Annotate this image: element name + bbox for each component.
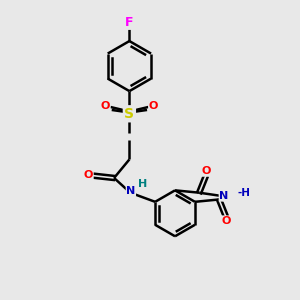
- Text: O: O: [84, 170, 93, 180]
- Text: O: O: [221, 216, 231, 226]
- Text: O: O: [149, 101, 158, 111]
- Text: H: H: [138, 179, 147, 189]
- Text: N: N: [126, 186, 136, 196]
- Text: -H: -H: [237, 188, 250, 197]
- Text: F: F: [125, 16, 134, 29]
- Text: S: S: [124, 107, 134, 121]
- Text: O: O: [100, 101, 110, 111]
- Text: N: N: [219, 191, 229, 201]
- Text: O: O: [202, 166, 211, 176]
